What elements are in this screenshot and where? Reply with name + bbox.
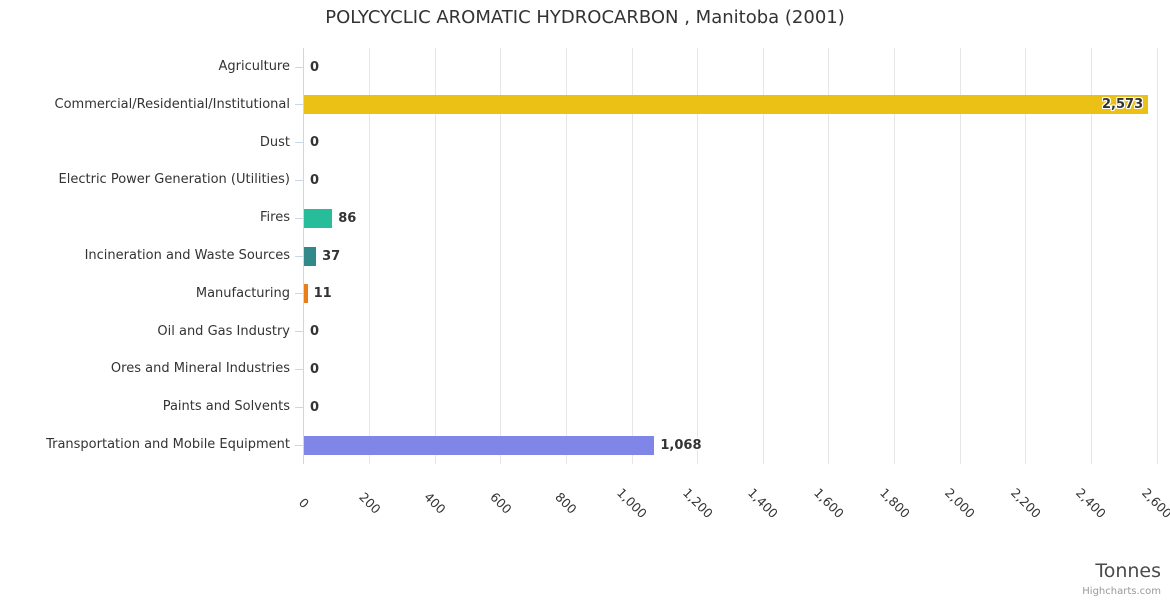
bar-value-label: 11 [313,286,332,302]
bar-value-label: 1,068 [660,437,702,453]
bar-value-label: 0 [310,172,320,188]
category-label: Electric Power Generation (Utilities) [58,172,290,188]
category-tick [295,293,303,295]
x-axis-tick-label: 0 [295,494,313,512]
grid-line [434,48,436,464]
category-label: Oil and Gas Industry [157,323,290,339]
bar-value-label: 0 [310,59,320,75]
category-label: Agriculture [218,59,291,74]
grid-line [894,48,896,464]
bar-value-label: 86 [338,210,357,226]
grid-line [631,48,633,464]
category-tick [295,217,303,219]
y-axis-line [303,48,304,464]
bar-value-label: 0 [310,135,320,151]
x-axis-tick-label: 800 [552,489,581,517]
category-label: Fires [260,210,290,226]
x-axis-tick-label: 2,400 [1073,485,1110,521]
category-label: Dust [259,134,290,150]
x-axis-title: Tonnes [1095,560,1161,582]
x-axis-tick-label: 1,000 [614,485,651,521]
bar-manufacturing[interactable] [304,284,308,304]
bar-fires[interactable] [304,208,333,228]
bar-commercial-residential-institutional[interactable] [304,95,1149,115]
category-label: Manufacturing [195,285,290,301]
category-tick [295,255,303,257]
bar-value-label: 37 [322,248,341,264]
grid-line [1090,48,1092,464]
highcharts-credit-link[interactable]: Highcharts.com [1082,586,1161,597]
x-axis-tick-label: 1,200 [679,485,716,521]
category-tick [295,104,303,106]
x-axis-tick-label: 2,200 [1007,485,1044,521]
category-tick [295,331,303,333]
grid-line [1025,48,1027,464]
grid-line [1156,48,1158,464]
x-axis-tick-label: 1,600 [810,485,847,521]
grid-line [828,48,830,464]
grid-line [697,48,699,464]
chart-title: POLYCYCLIC AROMATIC HYDROCARBON , Manito… [325,7,845,28]
category-tick [295,179,303,181]
category-label: Ores and Mineral Industries [110,361,290,377]
bar-incineration-and-waste-sources[interactable] [304,246,317,266]
x-axis-tick-label: 400 [421,489,449,517]
category-label: Commercial/Residential/Institutional [54,96,291,112]
category-tick [295,406,303,408]
bar-value-label: 0 [310,399,320,415]
category-tick [295,368,303,370]
category-tick [295,66,303,68]
grid-line [959,48,961,464]
grid-line [500,48,502,464]
category-label: Incineration and Waste Sources [84,248,290,263]
grid-line [369,48,371,464]
bar-value-label: 0 [310,324,320,340]
x-axis-tick-label: 1,400 [745,485,782,521]
bar-value-label: 0 [310,361,320,377]
x-axis-tick-label: 2,600 [1139,485,1170,521]
grid-line [762,48,764,464]
category-tick [295,142,303,144]
x-axis-tick-label: 1,800 [876,485,913,521]
x-axis-tick-label: 200 [355,489,384,517]
grid-line [565,48,567,464]
category-label: Transportation and Mobile Equipment [46,437,290,452]
x-axis-tick-label: 600 [487,489,515,517]
category-tick [295,444,303,446]
category-label: Paints and Solvents [162,399,290,415]
bar-transportation-and-mobile-equipment[interactable] [304,435,655,455]
bar-value-label: 2,573 [1102,97,1144,113]
x-axis-tick-label: 2,000 [942,485,979,521]
